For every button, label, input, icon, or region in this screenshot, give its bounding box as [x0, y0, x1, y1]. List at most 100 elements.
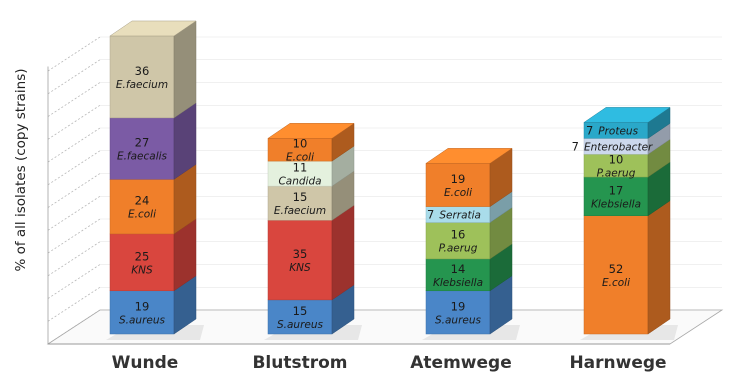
x-axis: Wunde Blutstrom Atemwege Harnwege: [112, 353, 667, 373]
bar-segment-front: [267, 160, 333, 187]
segment-value: 14: [451, 262, 466, 276]
bars-layer: 19S.aureus25KNS24E.coli27E.faecalis36E.f…: [106, 20, 678, 340]
segment-value: 10: [609, 153, 624, 167]
gridline-diagonal: [47, 218, 101, 254]
segment-value: 27: [135, 136, 150, 150]
bar-segment-front: [109, 179, 175, 235]
segment-name: P.aerug: [597, 168, 636, 180]
segment-name: E.faecium: [274, 205, 326, 217]
segment-name: E.coli: [444, 187, 472, 199]
bar-stack-blutstrom: 15S.aureus35KNS15E.faecium11Candida10E.c…: [264, 122, 362, 340]
segment-name: E.faecalis: [117, 151, 168, 163]
segment-name: E.coli: [602, 277, 630, 289]
bar-segment: 19S.aureus: [425, 275, 513, 335]
segment-value: 35: [293, 247, 308, 261]
x-tick-label: Harnwege: [569, 353, 666, 373]
gridline-diagonal: [47, 82, 101, 117]
segment-value: 19: [451, 172, 466, 186]
segment-name: Klebsiella: [433, 277, 483, 289]
segment-value: 10: [293, 137, 308, 151]
bar-segment-front: [425, 290, 491, 335]
bar-segment-front: [109, 35, 175, 119]
gridline-diagonal: [47, 195, 101, 231]
segment-name: KNS: [289, 262, 311, 274]
bar-top-face: [267, 123, 355, 139]
segment-value: 52: [609, 262, 624, 276]
segment-value: 7: [586, 123, 593, 137]
bar-segment-front: [109, 117, 175, 180]
gridline-diagonal: [47, 36, 101, 72]
bar-segment-side: [331, 204, 355, 301]
bar-segment: 10P.aerug: [583, 138, 671, 180]
bar-segment: 27E.faecalis: [109, 102, 197, 180]
segment-name: Proteus: [598, 125, 638, 137]
gridline-diagonal: [47, 104, 101, 140]
bar-segment: 15S.aureus: [267, 284, 355, 335]
gridline-diagonal: [47, 241, 101, 277]
bar-segment: 7 Serratia: [425, 191, 513, 223]
bar-segment: 19S.aureus: [109, 275, 197, 335]
bar-segment-front: [425, 163, 491, 207]
segment-value: 16: [451, 228, 466, 242]
bar-segment: 15E.faecium: [267, 170, 355, 221]
segment-name: Klebsiella: [591, 198, 641, 210]
y-axis-label: % of all isolates (copy strains): [13, 68, 29, 271]
segment-name: Serratia: [439, 210, 481, 222]
grid-layer: [46, 36, 724, 345]
bar-segment-side: [173, 20, 197, 119]
segment-value: 24: [135, 194, 150, 208]
segment-name: P.aerug: [439, 243, 478, 255]
bar-top-face: [425, 148, 513, 164]
bar-top-face: [109, 20, 197, 37]
x-tick-label: Blutstrom: [252, 353, 347, 373]
segment-name: S.aureus: [119, 314, 166, 326]
gridline-diagonal: [47, 59, 101, 95]
gridline-diagonal: [47, 173, 101, 208]
bar-segment: 52E.coli: [583, 200, 671, 335]
segment-name: S.aureus: [435, 314, 482, 326]
bar-top-face: [583, 107, 671, 123]
bar-segment: 24E.coli: [109, 163, 197, 235]
segment-value: 7: [427, 208, 434, 222]
segment-value: 15: [293, 304, 308, 318]
bar-segment: 16P.aerug: [425, 207, 513, 260]
bar-segment: 10E.coli: [267, 122, 355, 164]
segment-name: E.faecium: [116, 79, 168, 91]
bar-segment: 19E.coli: [425, 147, 513, 208]
x-tick-label: Wunde: [112, 353, 179, 373]
segment-value: 7: [572, 139, 579, 153]
segment-value: 19: [135, 299, 150, 313]
bar-segment-front: [583, 176, 649, 216]
segment-name: Enterobacter: [584, 141, 653, 153]
segment-value: 25: [135, 249, 150, 263]
segment-value: 36: [135, 64, 150, 78]
segment-label: 7 Proteus: [586, 123, 639, 137]
bar-segment-front: [425, 258, 491, 292]
gridline-diagonal: [47, 264, 101, 299]
gridline-diagonal: [47, 150, 101, 186]
bar-segment-side: [647, 200, 671, 335]
bar-segment-front: [109, 233, 175, 292]
segment-value: 11: [293, 161, 308, 175]
bar-segment: 36E.faecium: [109, 20, 197, 119]
bar-stack-wunde: 19S.aureus25KNS24E.coli27E.faecalis36E.f…: [106, 20, 204, 340]
segment-name: Candida: [278, 176, 321, 188]
segment-value: 19: [451, 299, 466, 313]
bar-segment: 7 Proteus: [583, 106, 671, 139]
x-tick-label: Atemwege: [410, 353, 511, 373]
bar-segment-front: [267, 299, 333, 335]
segment-name: E.coli: [128, 209, 156, 221]
segment-value: 17: [609, 183, 624, 197]
segment-name: KNS: [131, 264, 153, 276]
segment-name: S.aureus: [277, 319, 324, 331]
segment-label: 7 Enterobacter: [572, 139, 653, 153]
segment-name: E.coli: [286, 152, 314, 164]
